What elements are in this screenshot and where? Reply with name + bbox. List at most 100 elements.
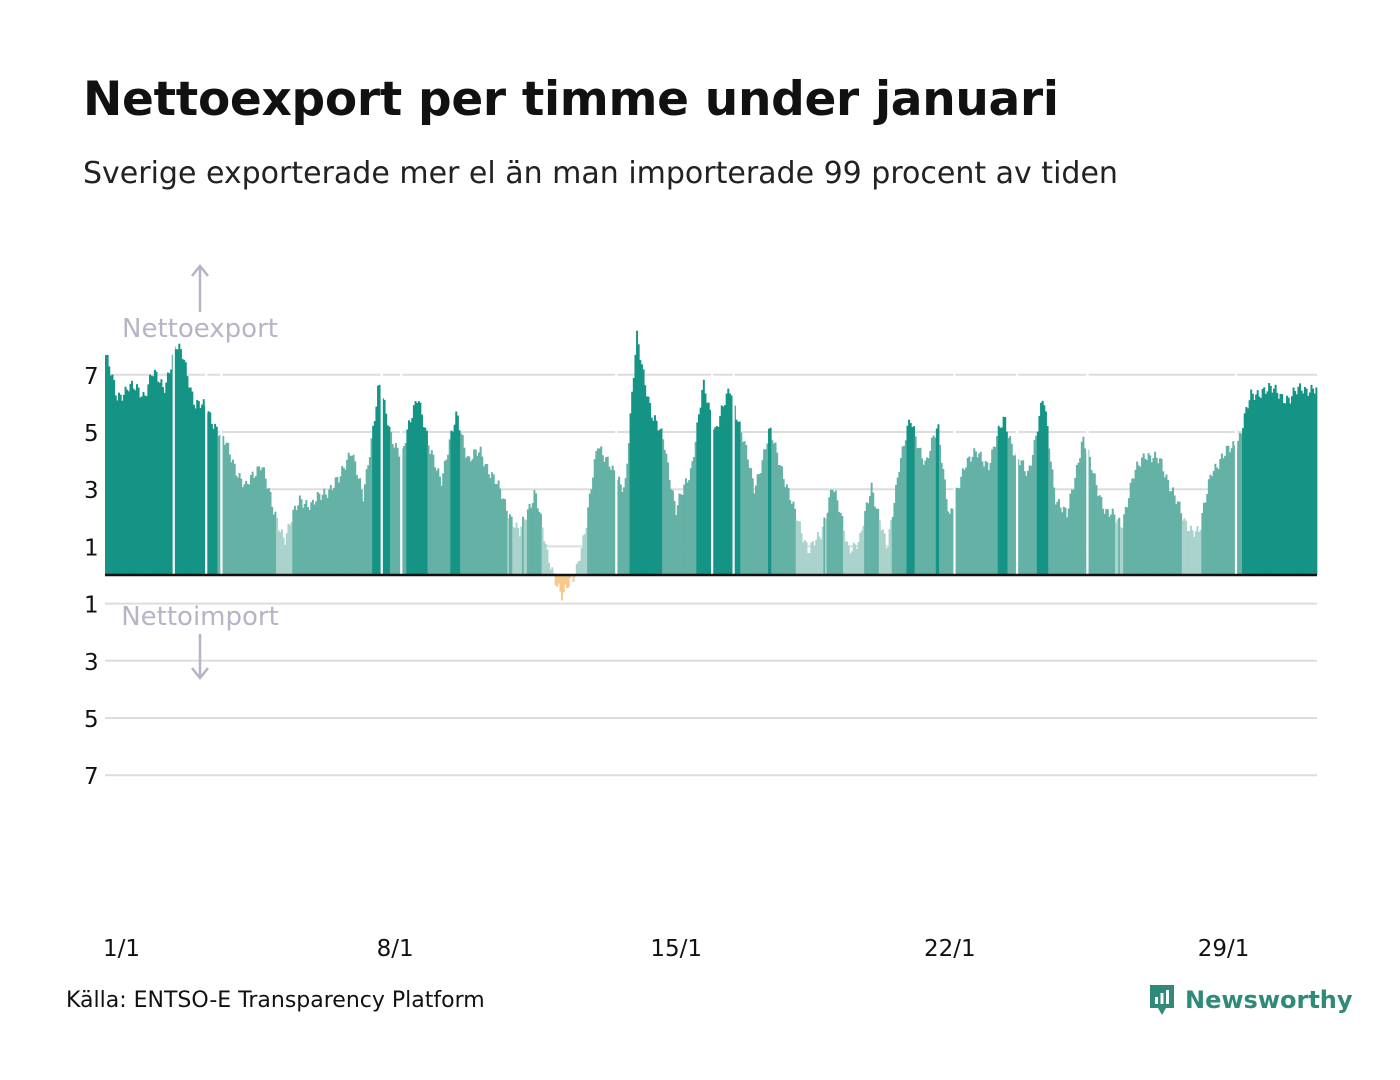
hour-bar — [1162, 471, 1165, 575]
hour-bar — [1253, 399, 1256, 575]
hour-bar — [652, 420, 655, 575]
hour-bar — [113, 380, 116, 575]
hour-bar — [1007, 437, 1010, 575]
hour-bar — [282, 537, 285, 575]
hour-bar — [877, 508, 880, 575]
hour-bar — [691, 461, 694, 575]
data-gap — [615, 331, 618, 575]
hour-bar — [751, 478, 754, 575]
hour-bar — [201, 404, 204, 575]
hour-bar — [1115, 522, 1117, 575]
hour-bar — [1116, 519, 1119, 575]
hour-bar — [430, 450, 433, 575]
hour-bar — [999, 427, 1002, 575]
hour-bar — [417, 401, 420, 575]
hour-bar — [888, 529, 891, 575]
hour-bar — [344, 469, 347, 575]
hour-bar — [606, 456, 609, 575]
hour-bar — [1310, 384, 1313, 575]
hour-bar — [1227, 445, 1230, 575]
hour-bar — [1053, 487, 1056, 575]
hour-bar — [1048, 448, 1051, 575]
hour-bar — [1067, 508, 1070, 575]
hour-bar — [1207, 479, 1210, 575]
hour-bar — [851, 551, 854, 575]
hour-bar — [292, 509, 295, 575]
hour-bar — [1025, 475, 1028, 575]
hour-bar — [1123, 514, 1126, 575]
hour-bar — [952, 508, 955, 575]
hour-bar — [227, 442, 230, 575]
hour-bar — [140, 396, 143, 575]
hour-bar — [623, 487, 626, 575]
hour-bar — [675, 515, 678, 575]
hour-bar — [520, 526, 523, 575]
hour-bar — [1276, 392, 1279, 575]
hour-bar — [727, 388, 730, 575]
hour-bar — [336, 476, 339, 575]
hour-bar — [357, 478, 360, 575]
hour-bar — [360, 489, 363, 575]
hour-bar — [1079, 458, 1082, 575]
hour-bar — [753, 493, 756, 575]
hour-bar — [1137, 465, 1140, 575]
hour-bar — [538, 511, 541, 575]
hour-bar — [513, 527, 516, 575]
hour-bar — [135, 384, 138, 575]
hour-bar — [414, 401, 417, 575]
hour-bar — [487, 474, 490, 575]
hour-bar — [236, 477, 239, 575]
hour-bar — [359, 478, 362, 575]
hour-bar — [997, 425, 1000, 575]
hour-bar — [106, 354, 109, 575]
hour-bar — [746, 459, 749, 575]
hour-bar — [621, 492, 624, 575]
brand-logo[interactable]: Newsworthy — [1147, 982, 1353, 1018]
hour-bar — [696, 422, 699, 575]
hour-bar — [795, 520, 798, 575]
hour-bar — [1220, 453, 1223, 575]
hour-bar — [346, 459, 349, 575]
hour-bar — [820, 539, 823, 575]
hour-bar — [821, 526, 824, 575]
hour-bar — [973, 448, 976, 575]
hour-bar — [383, 399, 386, 575]
hour-bar — [378, 384, 381, 575]
hour-bar — [624, 478, 627, 575]
hour-bar — [122, 394, 125, 575]
hour-bar — [872, 492, 875, 575]
hour-bar — [1046, 425, 1049, 575]
hour-bar — [1289, 403, 1292, 575]
hour-bar — [681, 494, 684, 575]
hour-bar — [271, 506, 274, 575]
hour-bar — [808, 553, 811, 575]
hour-bar — [421, 414, 424, 575]
hour-bar — [1198, 531, 1201, 575]
hour-bar — [1158, 458, 1161, 575]
hour-bar — [403, 445, 406, 575]
hour-bar — [991, 449, 994, 575]
hour-bar — [833, 492, 836, 575]
hour-bar — [857, 542, 860, 575]
hour-bar — [409, 422, 412, 575]
hour-bar — [689, 468, 692, 575]
hour-bar — [176, 349, 179, 575]
hour-bar — [1038, 415, 1041, 575]
hour-bar — [1194, 531, 1197, 575]
hour-bar — [235, 475, 238, 575]
hour-bar — [474, 449, 477, 575]
data-gap — [1086, 331, 1089, 575]
hour-bar — [277, 530, 280, 575]
hour-bar — [162, 387, 164, 575]
hour-bar — [1129, 482, 1132, 575]
hour-bar — [895, 484, 898, 575]
hour-bar — [839, 512, 842, 575]
hour-bar — [634, 354, 637, 575]
hour-bar — [168, 373, 171, 575]
hour-bar — [1300, 390, 1303, 575]
hour-bar — [1214, 463, 1217, 575]
hour-bar — [562, 575, 565, 593]
hour-bar — [592, 477, 595, 575]
hour-bar — [1279, 393, 1282, 575]
